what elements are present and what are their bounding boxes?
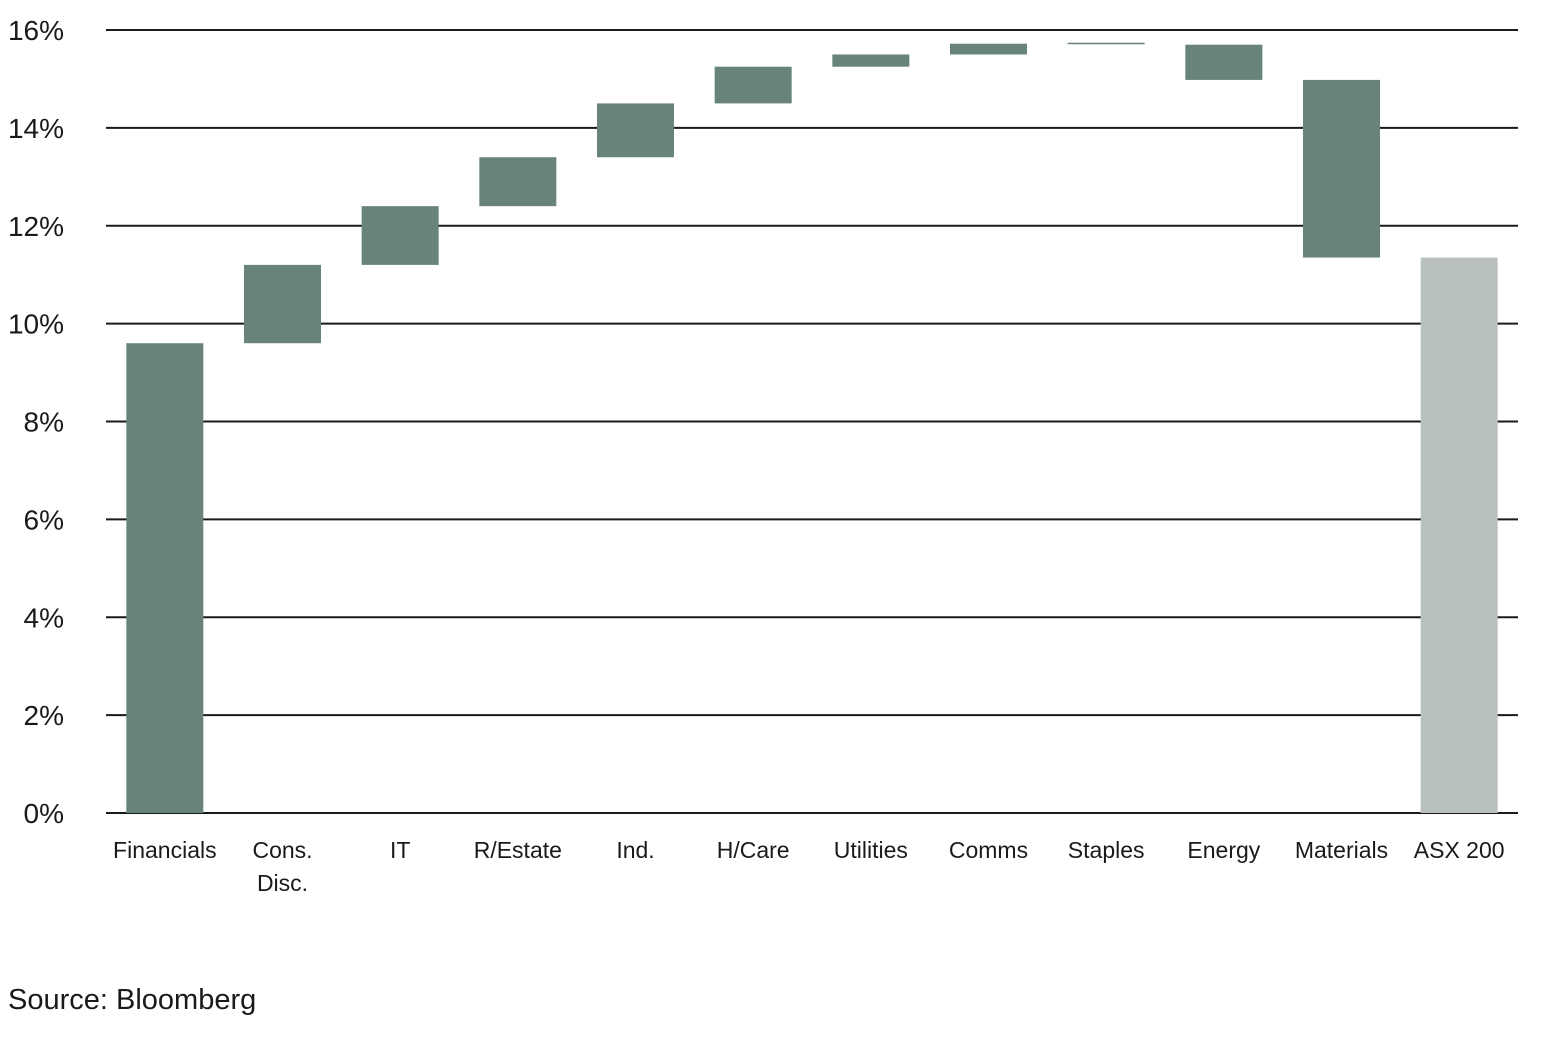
change-bar	[479, 157, 557, 207]
y-tick-label: 2%	[24, 700, 64, 731]
gridlines	[106, 29, 1518, 814]
change-bar	[950, 43, 1027, 55]
x-category-label: R/Estate	[474, 837, 562, 863]
x-category-label: Staples	[1068, 837, 1145, 863]
x-category-label: Utilities	[834, 837, 908, 863]
waterfall-chart: 0% 2% 4% 6% 8% 10% 12% 14% 16% Financials Cons. Di…	[8, 15, 1518, 896]
change-bar	[1185, 44, 1263, 80]
change-bar	[1067, 42, 1145, 45]
change-bar	[361, 206, 439, 265]
x-category-label: Materials	[1295, 837, 1388, 863]
y-tick-label: 14%	[8, 113, 64, 144]
y-tick-label: 10%	[8, 309, 64, 340]
x-category-label: IT	[390, 837, 410, 863]
x-axis-category-labels: Financials Cons. Disc. IT R/Estate Ind. H/Care…	[113, 837, 1505, 896]
total-bar	[1420, 257, 1498, 813]
x-category-label: ASX 200	[1414, 837, 1505, 863]
change-bar	[714, 66, 792, 104]
y-tick-label: 12%	[8, 211, 64, 242]
y-axis-tick-labels: 0% 2% 4% 6% 8% 10% 12% 14% 16%	[8, 15, 64, 829]
y-tick-label: 6%	[24, 504, 64, 535]
y-tick-label: 4%	[24, 602, 64, 633]
change-bar	[244, 264, 321, 344]
y-tick-label: 0%	[24, 798, 64, 829]
change-bar	[126, 343, 204, 813]
source-note: Source: Bloomberg	[8, 984, 257, 1016]
y-tick-label: 16%	[8, 15, 64, 46]
bars	[126, 42, 1498, 813]
x-category-label: Financials	[113, 837, 217, 863]
x-category-label: Ind.	[616, 837, 654, 863]
change-bar	[597, 103, 674, 158]
x-category-label: Energy	[1187, 837, 1260, 863]
x-category-label: H/Care	[717, 837, 790, 863]
y-tick-label: 8%	[24, 407, 64, 438]
x-category-label: Comms	[949, 837, 1028, 863]
change-bar	[1303, 79, 1380, 258]
change-bar	[832, 54, 910, 67]
x-category-label: Cons. Disc.	[252, 837, 312, 896]
